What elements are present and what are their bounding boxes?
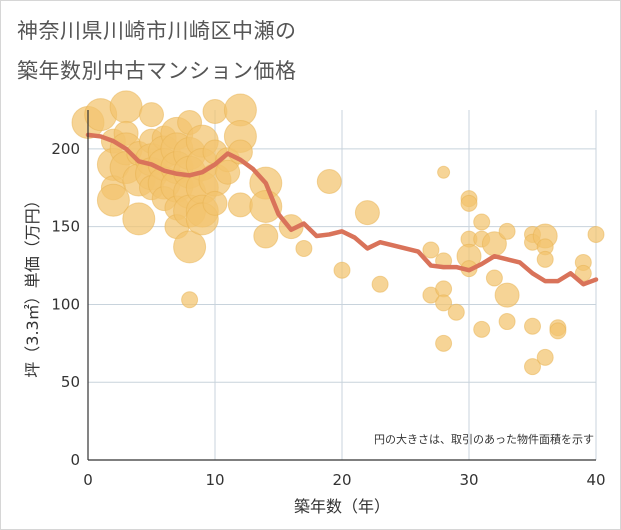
scatter-bubble: [371, 275, 389, 293]
y-tick-label: 150: [51, 218, 80, 236]
scatter-bubble: [354, 200, 380, 226]
scatter-bubble: [460, 194, 478, 212]
scatter-bubble: [295, 239, 313, 257]
scatter-bubble: [181, 291, 199, 309]
y-tick-label: 100: [51, 295, 80, 313]
y-tick-label: 0: [70, 451, 80, 469]
scatter-bubble: [447, 303, 465, 321]
scatter-bubble: [109, 90, 143, 124]
y-tick-label: 50: [61, 373, 80, 391]
bubble-size-note: 円の大きさは、取引のあった物件面積を示す: [374, 432, 594, 446]
scatter-bubble: [498, 313, 516, 331]
scatter-bubble: [215, 159, 241, 185]
chart-title-line1: 神奈川県川崎市川崎区中瀬の: [17, 19, 297, 43]
scatter-bubble: [422, 241, 440, 259]
y-axis-label: 坪（3.3㎡）単価（万円）: [23, 192, 42, 377]
y-tick-label: 200: [51, 140, 80, 158]
scatter-bubble: [435, 294, 453, 312]
scatter-bubble: [536, 250, 554, 268]
x-tick-label: 10: [205, 471, 224, 489]
x-axis-label: 築年数（年）: [294, 497, 390, 516]
scatter-bubble: [524, 358, 541, 376]
scatter-bubble: [494, 282, 520, 308]
scatter-bubble: [173, 230, 207, 264]
scatter-bubble: [316, 169, 342, 195]
scatter-bubble: [202, 99, 228, 125]
scatter-bubble: [587, 225, 605, 243]
scatter-bubble: [435, 334, 453, 352]
chart-title-line2: 築年数別中古マンション価格: [17, 59, 297, 83]
scatter-bubble: [202, 190, 228, 216]
scatter-bubble: [498, 222, 516, 240]
x-tick-label: 30: [459, 471, 478, 489]
x-tick-label: 0: [83, 471, 93, 489]
scatter-bubble: [536, 348, 554, 366]
scatter-bubble: [253, 223, 279, 249]
scatter-bubble: [549, 322, 567, 340]
scatter-bubble: [227, 192, 253, 218]
scatter-bubble: [122, 202, 156, 236]
scatter-bubble: [437, 165, 451, 179]
scatter-bubble: [485, 269, 503, 287]
x-tick-label: 20: [332, 471, 351, 489]
scatter-bubble: [473, 213, 491, 231]
scatter-bubble: [333, 261, 351, 279]
scatter-bubble: [139, 102, 164, 128]
scatter-bubble: [524, 317, 541, 335]
series-line: [85, 132, 599, 287]
scatter-bubble: [473, 320, 491, 338]
scatter-bubble: [96, 183, 130, 217]
x-tick-label: 40: [586, 471, 605, 489]
